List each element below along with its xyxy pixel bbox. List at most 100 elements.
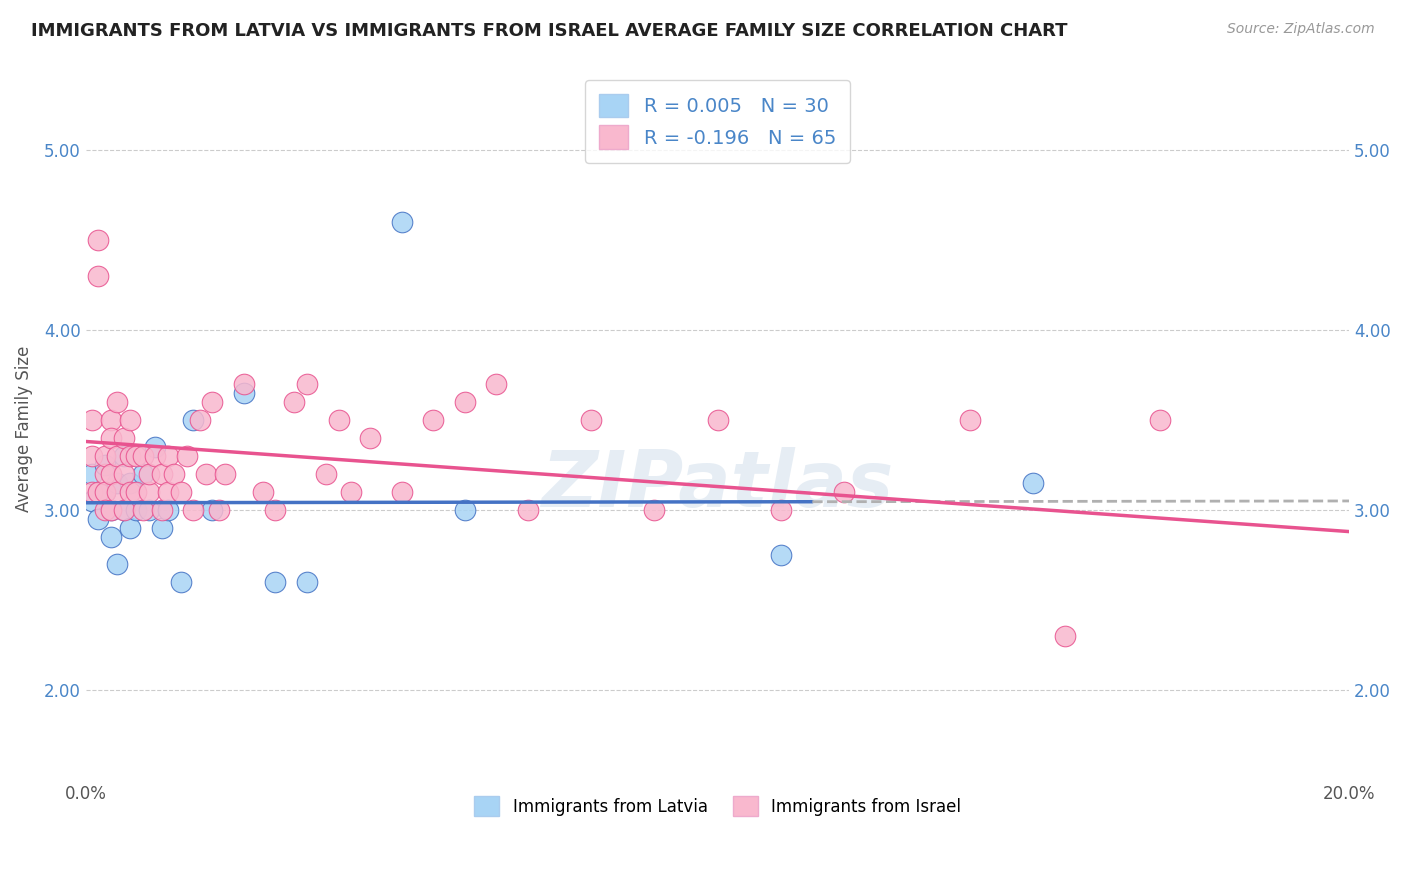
Point (252, 485, 274, 500)
Point (517, 503, 540, 517)
Point (112, 467, 135, 481)
Y-axis label: Average Family Size: Average Family Size (15, 346, 32, 512)
Text: Source: ZipAtlas.com: Source: ZipAtlas.com (1227, 22, 1375, 37)
Point (181, 503, 204, 517)
Point (138, 503, 160, 517)
Point (107, 475, 129, 490)
Point (232, 376, 254, 391)
Point (328, 413, 350, 427)
Point (94, 503, 117, 517)
Point (82, 413, 104, 427)
Point (100, 413, 122, 427)
Point (169, 485, 191, 500)
Point (181, 413, 204, 427)
Point (120, 475, 142, 490)
Point (283, 394, 305, 409)
Point (120, 485, 142, 500)
Point (125, 449, 148, 463)
Point (1022, 475, 1045, 490)
Point (100, 503, 122, 517)
Point (100, 431, 122, 445)
Point (391, 485, 413, 500)
Point (82, 494, 104, 508)
Point (454, 503, 477, 517)
Point (94, 458, 117, 472)
Point (87, 512, 110, 526)
Point (176, 449, 198, 463)
Point (82, 485, 104, 500)
Point (295, 575, 318, 590)
Point (769, 503, 792, 517)
Point (207, 503, 229, 517)
Point (201, 503, 224, 517)
Point (107, 485, 129, 500)
Point (87, 268, 110, 283)
Point (422, 413, 444, 427)
Point (295, 376, 318, 391)
Point (150, 521, 173, 535)
Point (340, 485, 363, 500)
Point (156, 503, 179, 517)
Legend: Immigrants from Latvia, Immigrants from Israel: Immigrants from Latvia, Immigrants from … (465, 788, 969, 825)
Point (391, 214, 413, 228)
Point (232, 385, 254, 400)
Point (120, 413, 142, 427)
Point (643, 503, 665, 517)
Point (150, 503, 173, 517)
Point (138, 485, 160, 500)
Point (87, 485, 110, 500)
Point (82, 467, 104, 481)
Point (94, 467, 117, 481)
Point (82, 449, 104, 463)
Point (169, 575, 191, 590)
Point (1149, 413, 1171, 427)
Point (125, 503, 148, 517)
Point (100, 503, 122, 517)
Point (359, 431, 381, 445)
Point (150, 467, 173, 481)
Point (94, 449, 117, 463)
Point (315, 467, 337, 481)
Point (100, 530, 122, 544)
Point (94, 485, 117, 500)
Point (94, 485, 117, 500)
Point (832, 485, 855, 500)
Point (454, 394, 477, 409)
Point (201, 394, 224, 409)
Point (107, 557, 129, 571)
Point (100, 467, 122, 481)
Point (138, 467, 160, 481)
Point (1053, 629, 1076, 643)
Point (87, 233, 110, 247)
Point (769, 548, 792, 562)
Point (120, 521, 142, 535)
Text: ZIPatlas: ZIPatlas (541, 447, 894, 523)
Point (143, 440, 166, 454)
Point (188, 413, 211, 427)
Point (579, 413, 602, 427)
Point (107, 394, 129, 409)
Point (131, 449, 153, 463)
Point (112, 503, 135, 517)
Point (112, 431, 135, 445)
Point (156, 449, 179, 463)
Point (214, 467, 236, 481)
Point (112, 503, 135, 517)
Point (120, 449, 142, 463)
Point (112, 449, 135, 463)
Point (264, 575, 287, 590)
Point (107, 449, 129, 463)
Point (87, 485, 110, 500)
Point (125, 485, 148, 500)
Point (959, 413, 981, 427)
Point (143, 449, 166, 463)
Point (194, 467, 217, 481)
Text: IMMIGRANTS FROM LATVIA VS IMMIGRANTS FROM ISRAEL AVERAGE FAMILY SIZE CORRELATION: IMMIGRANTS FROM LATVIA VS IMMIGRANTS FRO… (31, 22, 1067, 40)
Point (131, 503, 153, 517)
Point (156, 485, 179, 500)
Point (131, 467, 153, 481)
Point (485, 376, 508, 391)
Point (706, 413, 728, 427)
Point (264, 503, 287, 517)
Point (163, 467, 186, 481)
